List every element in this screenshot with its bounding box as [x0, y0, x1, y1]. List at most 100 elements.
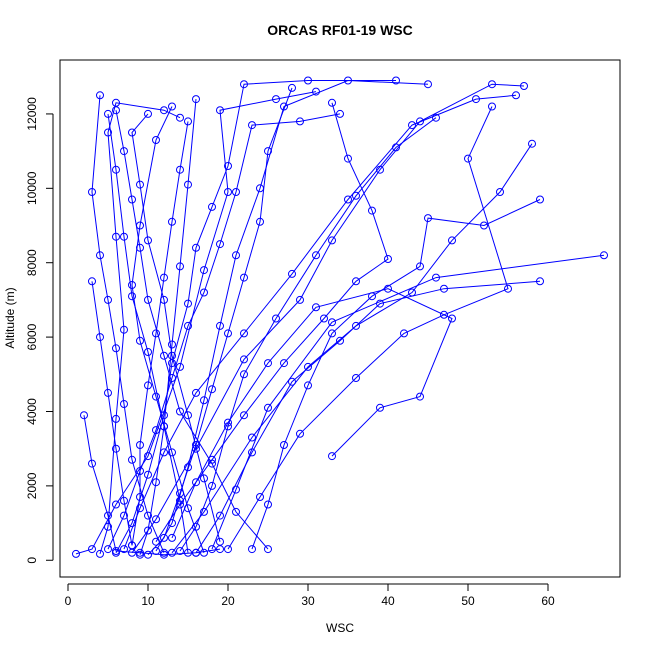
- data-point: [192, 548, 200, 557]
- data-point: [176, 113, 184, 122]
- data-point: [144, 348, 152, 356]
- data-point: [120, 545, 128, 554]
- data-point: [416, 117, 424, 126]
- data-point: [152, 426, 160, 435]
- data-point: [104, 511, 112, 520]
- data-point: [200, 548, 208, 557]
- x-axis-label: WSC: [326, 621, 354, 635]
- data-point: [184, 117, 192, 126]
- series-25: [168, 284, 456, 542]
- data-point: [72, 549, 80, 558]
- data-point: [224, 162, 232, 170]
- data-point: [200, 396, 208, 405]
- data-point: [232, 188, 240, 196]
- data-point: [136, 336, 144, 345]
- data-point: [240, 329, 248, 338]
- data-point: [160, 106, 168, 115]
- data-point: [392, 76, 400, 85]
- x-tick-label: 0: [65, 594, 72, 608]
- data-point: [240, 80, 248, 89]
- data-point: [120, 496, 128, 505]
- data-point: [176, 362, 184, 371]
- series-line: [139, 99, 197, 555]
- data-point: [312, 303, 320, 312]
- data-point: [168, 217, 176, 226]
- x-tick-label: 10: [141, 594, 155, 608]
- data-point: [200, 507, 208, 516]
- data-point: [432, 273, 440, 282]
- series-line: [155, 102, 389, 542]
- data-point: [136, 493, 144, 501]
- data-point: [216, 240, 224, 249]
- data-point: [280, 359, 288, 368]
- data-point: [128, 292, 136, 301]
- data-point: [208, 481, 216, 490]
- data-point: [488, 102, 496, 111]
- series-line: [131, 121, 189, 546]
- data-point: [352, 321, 360, 330]
- data-point: [448, 236, 456, 245]
- data-point: [256, 493, 264, 501]
- data-point: [520, 82, 528, 90]
- data-point: [240, 370, 248, 379]
- data-point: [184, 463, 192, 472]
- series-line: [179, 117, 437, 552]
- data-point: [536, 195, 544, 204]
- data-point: [264, 147, 272, 156]
- data-point: [136, 441, 144, 449]
- x-axis: 0 10 20 30 40 50 60: [65, 583, 555, 608]
- data-point: [88, 459, 96, 468]
- data-point: [168, 102, 176, 111]
- series-line: [107, 113, 189, 553]
- data-point: [336, 336, 344, 345]
- data-point: [440, 310, 448, 319]
- data-point: [96, 549, 104, 558]
- series-line: [91, 281, 133, 546]
- data-point: [376, 299, 384, 308]
- data-point: [144, 452, 152, 461]
- data-point: [120, 400, 128, 408]
- data-point: [184, 321, 192, 330]
- data-point: [200, 474, 208, 483]
- data-point: [144, 109, 152, 118]
- series-15: [176, 113, 440, 555]
- series-16: [224, 102, 512, 554]
- data-point: [296, 429, 304, 438]
- series-line: [131, 113, 221, 542]
- data-point: [176, 262, 184, 271]
- data-point: [248, 448, 256, 457]
- data-point: [104, 109, 112, 118]
- data-point: [160, 295, 168, 304]
- y-axis: 0 2000 4000 6000 8000 10000 12000: [25, 97, 54, 564]
- data-point: [224, 188, 232, 196]
- data-point: [536, 277, 544, 286]
- data-point: [328, 318, 336, 327]
- data-point: [192, 388, 200, 397]
- data-point: [200, 266, 208, 275]
- data-point: [120, 325, 128, 334]
- series-17: [112, 76, 400, 557]
- data-point: [128, 455, 136, 464]
- data-point: [192, 95, 200, 104]
- data-point: [192, 478, 200, 487]
- series-layer: [72, 76, 608, 559]
- data-point: [152, 515, 160, 524]
- data-point: [248, 121, 256, 130]
- data-point: [144, 295, 152, 304]
- series-line: [91, 95, 165, 553]
- data-point: [136, 243, 144, 252]
- data-point: [112, 444, 120, 453]
- data-point: [160, 448, 168, 457]
- data-point: [144, 470, 152, 479]
- data-point: [168, 340, 176, 349]
- series-20: [104, 109, 344, 554]
- data-point: [328, 452, 336, 461]
- x-tick-label: 50: [461, 594, 475, 608]
- data-point: [416, 262, 424, 271]
- data-point: [152, 136, 160, 144]
- data-point: [224, 545, 232, 554]
- y-tick-label: 2000: [25, 472, 39, 499]
- y-tick-label: 12000: [25, 97, 39, 131]
- data-point: [352, 374, 360, 382]
- data-point: [384, 284, 392, 293]
